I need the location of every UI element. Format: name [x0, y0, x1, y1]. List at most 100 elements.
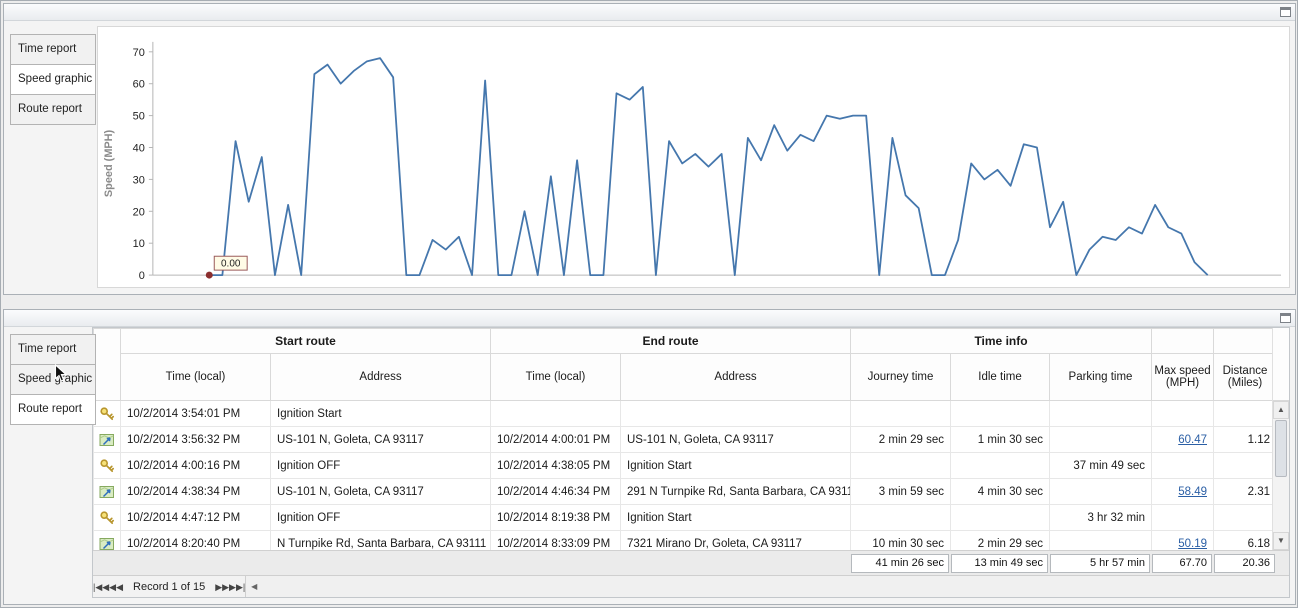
- tab-time-report[interactable]: Time report: [10, 34, 96, 65]
- cell-start-address: US-101 N, Goleta, CA 93117: [270, 426, 491, 453]
- summary-journey-time: 41 min 26 sec: [851, 553, 949, 573]
- cell-start-time: 10/2/2014 3:56:32 PM: [120, 426, 271, 453]
- scroll-up-icon[interactable]: ▲: [1273, 401, 1289, 419]
- cell-end-address: [620, 400, 851, 427]
- summary-parking-time: 5 hr 57 min: [1050, 553, 1150, 573]
- summary-max-speed: 67.70: [1152, 553, 1212, 573]
- cell-end-time: 10/2/2014 8:19:38 PM: [490, 504, 621, 531]
- cell-end-time: 10/2/2014 4:46:34 PM: [490, 478, 621, 505]
- cell-distance: [1213, 504, 1272, 531]
- cell-idle: 2 min 29 sec: [950, 530, 1050, 550]
- cell-idle: [950, 504, 1050, 531]
- speed-chart-svg: 0 10 20 30 40 50 60 70 Speed (MPH) 0.00: [103, 41, 1282, 282]
- cell-max-speed: 60.47: [1151, 426, 1214, 453]
- grid-scroll-region: Start route End route Time info Time (lo…: [93, 328, 1289, 550]
- cell-end-time: 10/2/2014 4:00:01 PM: [490, 426, 621, 453]
- grid-main: Start route End route Time info Time (lo…: [93, 328, 1272, 550]
- scrollbar-track[interactable]: [1273, 478, 1289, 532]
- navigator-left-buttons: |◀◀◀◀: [93, 577, 123, 597]
- col-header-start-address[interactable]: Address: [270, 353, 491, 401]
- route-report-panel: Time report Speed graphic Route report: [3, 309, 1296, 605]
- next-page-button[interactable]: ▶▶: [222, 581, 236, 592]
- tab-route-report[interactable]: Route report: [10, 394, 96, 425]
- speed-chart[interactable]: 0 10 20 30 40 50 60 70 Speed (MPH) 0.00: [97, 26, 1290, 288]
- horizontal-scrollbar-track[interactable]: [262, 576, 1289, 597]
- cell-start-address: Ignition OFF: [270, 452, 491, 479]
- table-row[interactable]: 10/2/2014 4:47:12 PM Ignition OFF 10/2/201…: [93, 504, 1272, 531]
- y-tick-label: 70: [133, 47, 145, 59]
- cell-journey: [850, 452, 951, 479]
- cell-parking: [1049, 400, 1152, 427]
- icon-column-header: [93, 328, 121, 401]
- cell-end-address: 7321 Mirano Dr, Goleta, CA 93117: [620, 530, 851, 550]
- max-speed-link[interactable]: 60.47: [1178, 433, 1207, 446]
- maximize-icon[interactable]: [1280, 7, 1291, 17]
- group-header-start-route: Start route: [120, 328, 491, 354]
- cell-journey: 10 min 30 sec: [850, 530, 951, 550]
- tab-speed-graphic[interactable]: Speed graphic: [10, 64, 96, 95]
- first-record-button[interactable]: |◀: [93, 581, 103, 592]
- cell-end-address: 291 N Turnpike Rd, Santa Barbara, CA 931…: [620, 478, 851, 505]
- cell-start-address: US-101 N, Goleta, CA 93117: [270, 478, 491, 505]
- max-speed-link[interactable]: 50.19: [1178, 537, 1207, 550]
- col-header-journey-time[interactable]: Journey time: [850, 353, 951, 401]
- cell-max-speed: [1151, 452, 1214, 479]
- col-header-max-speed[interactable]: Max speed (MPH): [1151, 353, 1214, 401]
- table-row[interactable]: 10/2/2014 3:54:01 PM Ignition Start: [93, 400, 1272, 427]
- top-tab-strip: Time report Speed graphic Route report: [10, 34, 96, 125]
- cell-parking: [1049, 530, 1152, 550]
- route-icon: [93, 530, 121, 550]
- prev-page-button[interactable]: ◀◀: [102, 581, 117, 592]
- scrollbar-thumb[interactable]: [1275, 420, 1287, 477]
- tab-route-report[interactable]: Route report: [10, 94, 96, 125]
- col-header-distance[interactable]: Distance (Miles): [1213, 353, 1272, 401]
- cell-idle: 1 min 30 sec: [950, 426, 1050, 453]
- cell-distance: 2.31: [1213, 478, 1272, 505]
- table-row[interactable]: 10/2/2014 8:20:40 PM N Turnpike Rd, Santa…: [93, 530, 1272, 550]
- y-tick-label: 40: [133, 142, 145, 154]
- scroll-left-icon[interactable]: ◀: [251, 582, 258, 591]
- summary-idle-time: 13 min 49 sec: [951, 553, 1048, 573]
- cell-idle: [950, 452, 1050, 479]
- cell-end-address: US-101 N, Goleta, CA 93117: [620, 426, 851, 453]
- prev-record-button[interactable]: ◀: [116, 581, 124, 592]
- cell-max-speed: [1151, 400, 1214, 427]
- col-header-start-time[interactable]: Time (local): [120, 353, 271, 401]
- tab-time-report[interactable]: Time report: [10, 334, 96, 365]
- tab-speed-graphic[interactable]: Speed graphic: [10, 364, 96, 395]
- group-header-end-route: End route: [490, 328, 851, 354]
- record-status: Record 1 of 15: [133, 580, 206, 593]
- scroll-down-icon[interactable]: ▼: [1273, 532, 1289, 550]
- route-icon: [93, 478, 121, 505]
- table-row[interactable]: 10/2/2014 3:56:32 PM US-101 N, Goleta, CA…: [93, 426, 1272, 453]
- start-annotation-label: 0.00: [221, 259, 241, 270]
- speed-panel-titlebar: [4, 4, 1295, 21]
- cell-end-time: 10/2/2014 4:38:05 PM: [490, 452, 621, 479]
- speed-line: [209, 57, 1209, 276]
- start-marker: [205, 271, 213, 279]
- vertical-scrollbar: ▲ ▼: [1272, 328, 1289, 550]
- col-header-parking-time[interactable]: Parking time: [1049, 353, 1152, 401]
- route-table: Start route End route Time info Time (lo…: [93, 328, 1272, 550]
- next-record-button[interactable]: ▶: [215, 581, 223, 592]
- table-row[interactable]: 10/2/2014 4:00:16 PM Ignition OFF 10/2/201…: [93, 452, 1272, 479]
- cell-journey: 3 min 59 sec: [850, 478, 951, 505]
- max-speed-link[interactable]: 58.49: [1178, 485, 1207, 498]
- cell-parking: 3 hr 32 min: [1049, 504, 1152, 531]
- cell-distance: 1.12: [1213, 426, 1272, 453]
- maximize-icon[interactable]: [1280, 313, 1291, 323]
- col-header-end-time[interactable]: Time (local): [490, 353, 621, 401]
- record-navigator: |◀◀◀◀ Record 1 of 15 ▶▶▶▶| ◀: [93, 575, 1289, 597]
- cell-end-address: Ignition Start: [620, 452, 851, 479]
- route-icon: [93, 426, 121, 453]
- col-header-idle-time[interactable]: Idle time: [950, 353, 1050, 401]
- last-record-button[interactable]: ▶|: [235, 581, 246, 592]
- cell-journey: [850, 504, 951, 531]
- cell-end-time: 10/2/2014 8:33:09 PM: [490, 530, 621, 550]
- y-tick-label: 10: [133, 238, 145, 250]
- key-icon: [93, 504, 121, 531]
- table-row[interactable]: 10/2/2014 4:38:34 PM US-101 N, Goleta, CA…: [93, 478, 1272, 505]
- cell-parking: [1049, 478, 1152, 505]
- col-header-end-address[interactable]: Address: [620, 353, 851, 401]
